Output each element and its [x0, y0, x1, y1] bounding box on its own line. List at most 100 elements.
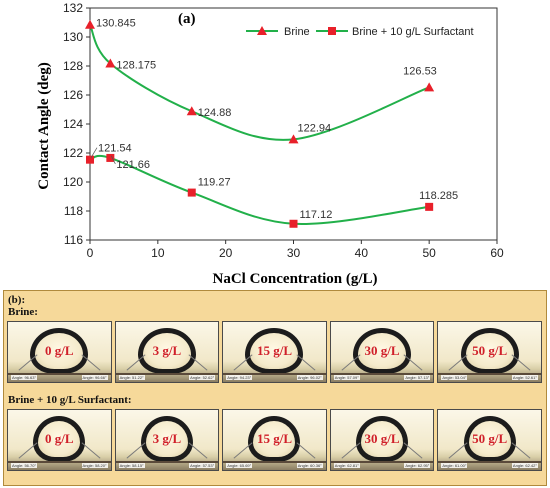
x-tick-label: 50	[422, 246, 436, 260]
surfactant-data-point	[86, 155, 94, 164]
plot-frame	[89, 7, 498, 241]
droplet-shape	[248, 416, 301, 462]
panel-a-label: (a)	[178, 11, 196, 27]
angle-readout-left: Angle: 51.22°	[118, 375, 145, 380]
angle-readout-right: Angle: 60.36°	[296, 463, 323, 468]
angle-readout-right: Angle: 96.66°	[81, 375, 108, 380]
brine-data-label: 130.845	[96, 18, 136, 30]
chart-data-labels: 130.845 128.175 124.88 122.94 126.53 121.54 12…	[90, 18, 458, 221]
legend-label-surfactant: Brine + 10 g/L Surfactant	[352, 26, 474, 38]
substrate-baseline	[115, 373, 219, 375]
x-tick-label: 40	[355, 246, 369, 260]
droplet-shape	[463, 416, 516, 462]
substrate-baseline	[438, 461, 541, 463]
angle-readout-right: Angle: 62.42°	[511, 463, 538, 468]
chart-legend: Brine Brine + 10 g/L Surfactant	[246, 26, 474, 38]
y-tick-label: 130	[63, 30, 83, 44]
x-tick-label: 0	[87, 246, 94, 260]
angle-readout-right: Angle: 58.20°	[81, 463, 108, 468]
droplet-shape	[33, 416, 86, 462]
brine-droplet-photo: 30 g/L Angle: 57.09° Angle: 57.13°	[329, 321, 435, 383]
angle-readout-left: Angle: 53.04°	[441, 375, 468, 380]
angle-readout-left: Angle: 62.81°	[333, 463, 360, 468]
brine-curve	[89, 24, 430, 141]
brine-data-label: 126.53	[403, 65, 437, 77]
brine-data-point	[288, 134, 299, 144]
brine-data-point	[424, 82, 435, 92]
y-tick-label: 126	[63, 88, 83, 102]
substrate-baseline	[223, 373, 326, 375]
concentration-label: 30 g/L	[364, 343, 400, 358]
brine-data-label: 128.175	[116, 59, 156, 71]
angle-readout-left: Angle: 96.63°	[11, 375, 38, 380]
angle-readout-right: Angle: 52.62°	[189, 375, 216, 380]
legend-marker-brine	[257, 26, 267, 35]
x-tick-label: 20	[219, 246, 233, 260]
angle-readout-left: Angle: 94.23°	[226, 375, 253, 380]
data-label-leader	[90, 147, 98, 158]
chart-curves	[89, 24, 430, 225]
angle-readout-right: Angle: 57.13°	[404, 375, 431, 380]
surfactant-data-label: 118.285	[419, 190, 458, 202]
surfactant-curve	[89, 154, 430, 225]
substrate-baseline	[330, 373, 434, 375]
y-axis-title: Contact Angle (deg)	[36, 62, 52, 190]
surfactant-droplet-photo: 15 g/L Angle: 65.69° Angle: 60.36°	[222, 409, 327, 471]
surfactant-droplet-photo: 30 g/L Angle: 62.81° Angle: 62.95°	[329, 409, 435, 471]
panel-b-label: (b):	[8, 294, 26, 306]
droplet-shape	[137, 328, 196, 374]
surfactant-data-point	[289, 219, 298, 228]
brine-droplet-photo: 50 g/L Angle: 53.04° Angle: 52.61°	[437, 321, 542, 383]
droplet-shape	[356, 416, 409, 462]
substrate-baseline	[8, 373, 111, 375]
y-tick-label: 128	[63, 59, 83, 73]
concentration-label: 0 g/L	[45, 343, 74, 358]
concentration-label: 15 g/L	[256, 431, 292, 446]
angle-readout-right: Angle: 96.02°	[296, 375, 323, 380]
substrate-baseline	[223, 461, 326, 463]
y-tick-label: 124	[63, 117, 83, 131]
x-tick-label: 60	[490, 246, 504, 260]
angle-readout-left: Angle: 56.70°	[11, 463, 38, 468]
surfactant-row-header: Brine + 10 g/L Surfactant:	[8, 394, 132, 406]
y-tick-label: 118	[64, 204, 83, 218]
surfactant-data-label: 117.12	[300, 209, 333, 221]
concentration-label: 15 g/L	[256, 343, 292, 358]
chart-marks	[85, 19, 435, 228]
droplet-shape	[460, 328, 519, 374]
surfactant-droplet-photo: 3 g/L Angle: 58.15° Angle: 57.53°	[114, 409, 220, 471]
brine-data-point	[85, 19, 95, 29]
brine-data-point	[186, 106, 197, 116]
angle-readout-right: Angle: 62.95°	[404, 463, 431, 468]
y-tick-label: 132	[63, 1, 83, 15]
concentration-label: 0 g/L	[45, 431, 74, 446]
droplet-shape	[30, 328, 89, 374]
droplet-shape	[245, 328, 304, 374]
substrate-baseline	[330, 461, 434, 463]
angle-readout-left: Angle: 58.15°	[118, 463, 145, 468]
concentration-label: 3 g/L	[152, 431, 182, 446]
droplet-shape	[353, 328, 412, 374]
y-tick-label: 122	[63, 146, 83, 160]
surfactant-photo-row: 0 g/L Angle: 56.70° Angle: 58.20° 3 g/L Angl…	[7, 409, 545, 471]
data-label-leader	[111, 155, 116, 165]
surfactant-data-point	[106, 153, 115, 162]
surfactant-data-label: 119.27	[198, 177, 231, 189]
substrate-baseline	[8, 461, 111, 463]
surfactant-data-point	[187, 188, 196, 197]
angle-readout-left: Angle: 61.00°	[441, 463, 468, 468]
brine-data-point	[105, 58, 116, 68]
brine-droplet-photo: 15 g/L Angle: 94.23° Angle: 96.02°	[222, 321, 327, 383]
concentration-label: 50 g/L	[472, 343, 508, 358]
y-tick-label: 120	[63, 175, 83, 189]
y-tick-label: 116	[64, 233, 83, 247]
contact-angle-chart: 0 10 20 30 40 50 60 116 118 120 122 124 126 128 130 132…	[36, 1, 504, 287]
brine-photo-row: 0 g/L Angle: 96.63° Angle: 96.66° 3 g/L Angl…	[7, 321, 545, 383]
x-tick-label: 10	[151, 246, 165, 260]
brine-droplet-photo: 3 g/L Angle: 51.22° Angle: 52.62°	[114, 321, 220, 383]
concentration-label: 30 g/L	[364, 431, 400, 446]
surfactant-data-point	[425, 202, 434, 211]
angle-readout-left: Angle: 65.69°	[226, 463, 253, 468]
surfactant-droplet-photo: 0 g/L Angle: 56.70° Angle: 58.20°	[7, 409, 112, 471]
brine-data-label: 122.94	[298, 122, 332, 134]
